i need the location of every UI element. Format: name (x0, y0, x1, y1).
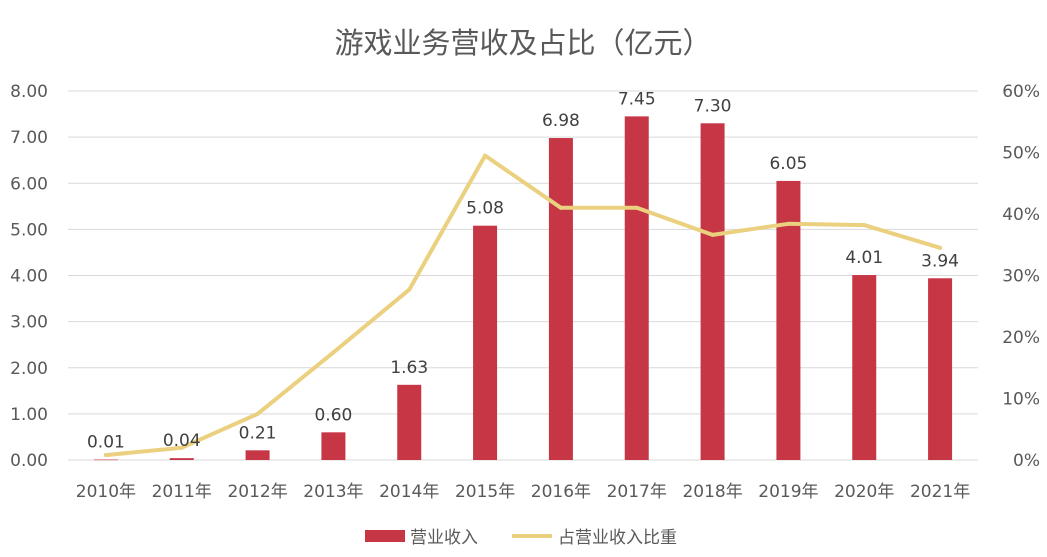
data-label: 0.60 (314, 405, 352, 425)
bar (700, 123, 725, 460)
y-tick-left: 3.00 (10, 313, 48, 333)
y-tick-right: 20% (1002, 328, 1040, 348)
data-label: 4.01 (845, 248, 883, 268)
bar (93, 459, 118, 461)
y-tick-right: 50% (1002, 144, 1040, 164)
y-tick-right: 30% (1002, 267, 1040, 287)
bars (93, 116, 953, 461)
line-point (558, 205, 563, 210)
data-label: 0.21 (239, 423, 277, 443)
bar (852, 275, 877, 460)
line-point (483, 153, 488, 158)
data-label: 0.04 (163, 431, 201, 451)
legend: 营业收入 占营业收入比重 (365, 528, 677, 548)
data-label: 3.94 (921, 251, 959, 271)
data-label: 7.45 (618, 89, 656, 109)
y-tick-right: 0% (1013, 451, 1040, 471)
line-point (255, 411, 260, 416)
y-tick-left: 6.00 (10, 174, 48, 194)
line-point (103, 453, 108, 458)
data-label: 7.30 (694, 96, 732, 116)
line-point (331, 350, 336, 355)
bar (624, 116, 649, 461)
data-label: 6.98 (542, 111, 580, 131)
legend-label-share: 占营业收入比重 (558, 528, 677, 548)
y-tick-left: 1.00 (10, 405, 48, 425)
x-axis: 2010年 2011年 2012年 2013年 2014年 2015年 2016年 2017年… (76, 482, 970, 502)
bar (321, 432, 346, 460)
bar (928, 278, 953, 460)
x-tick: 2013年 (303, 482, 363, 502)
y-tick-right: 60% (1002, 82, 1040, 102)
line-point (634, 205, 639, 210)
bar (776, 180, 801, 460)
data-label: 5.08 (466, 199, 504, 219)
line-point (938, 245, 943, 250)
x-tick: 2019年 (758, 482, 818, 502)
x-tick: 2010年 (76, 482, 136, 502)
x-tick: 2018年 (682, 482, 742, 502)
line-point (407, 287, 412, 292)
line-point (710, 232, 715, 237)
bar (169, 458, 194, 460)
data-label: 1.63 (390, 358, 428, 378)
y-tick-left: 0.00 (10, 451, 48, 471)
bar (473, 225, 498, 460)
x-tick: 2012年 (227, 482, 287, 502)
x-tick: 2016年 (531, 482, 591, 502)
y-axis-right: 0% 10% 20% 30% 40% 50% 60% (1002, 82, 1040, 471)
y-tick-left: 4.00 (10, 267, 48, 287)
share-line (103, 153, 943, 458)
x-tick: 2017年 (607, 482, 667, 502)
legend-swatch-revenue (365, 530, 405, 542)
y-tick-right: 40% (1002, 205, 1040, 225)
data-labels: 0.01 0.04 0.21 0.60 1.63 5.08 6.98 7.45 7.30 6.05… (87, 89, 959, 452)
line-point (786, 221, 791, 226)
grid (68, 90, 978, 461)
y-tick-left: 2.00 (10, 359, 48, 379)
bar (397, 384, 422, 460)
line-point (179, 445, 184, 450)
y-axis-left: 0.00 1.00 2.00 3.00 4.00 5.00 6.00 7.00 8.00 (10, 82, 48, 471)
x-tick: 2021年 (910, 482, 970, 502)
x-tick: 2011年 (152, 482, 212, 502)
y-tick-right: 10% (1002, 390, 1040, 410)
y-tick-left: 8.00 (10, 82, 48, 102)
line-point (862, 223, 867, 228)
legend-label-revenue: 营业收入 (410, 528, 478, 548)
x-tick: 2020年 (834, 482, 894, 502)
y-tick-left: 5.00 (10, 220, 48, 240)
data-label: 0.01 (87, 433, 125, 453)
bar (245, 450, 270, 460)
data-label: 6.05 (769, 154, 807, 174)
bar (548, 138, 573, 461)
x-tick: 2014年 (379, 482, 439, 502)
line-series (103, 153, 943, 458)
chart-title: 游戏业务营收及占比（亿元） (334, 26, 711, 60)
x-tick: 2015年 (455, 482, 515, 502)
y-tick-left: 7.00 (10, 128, 48, 148)
